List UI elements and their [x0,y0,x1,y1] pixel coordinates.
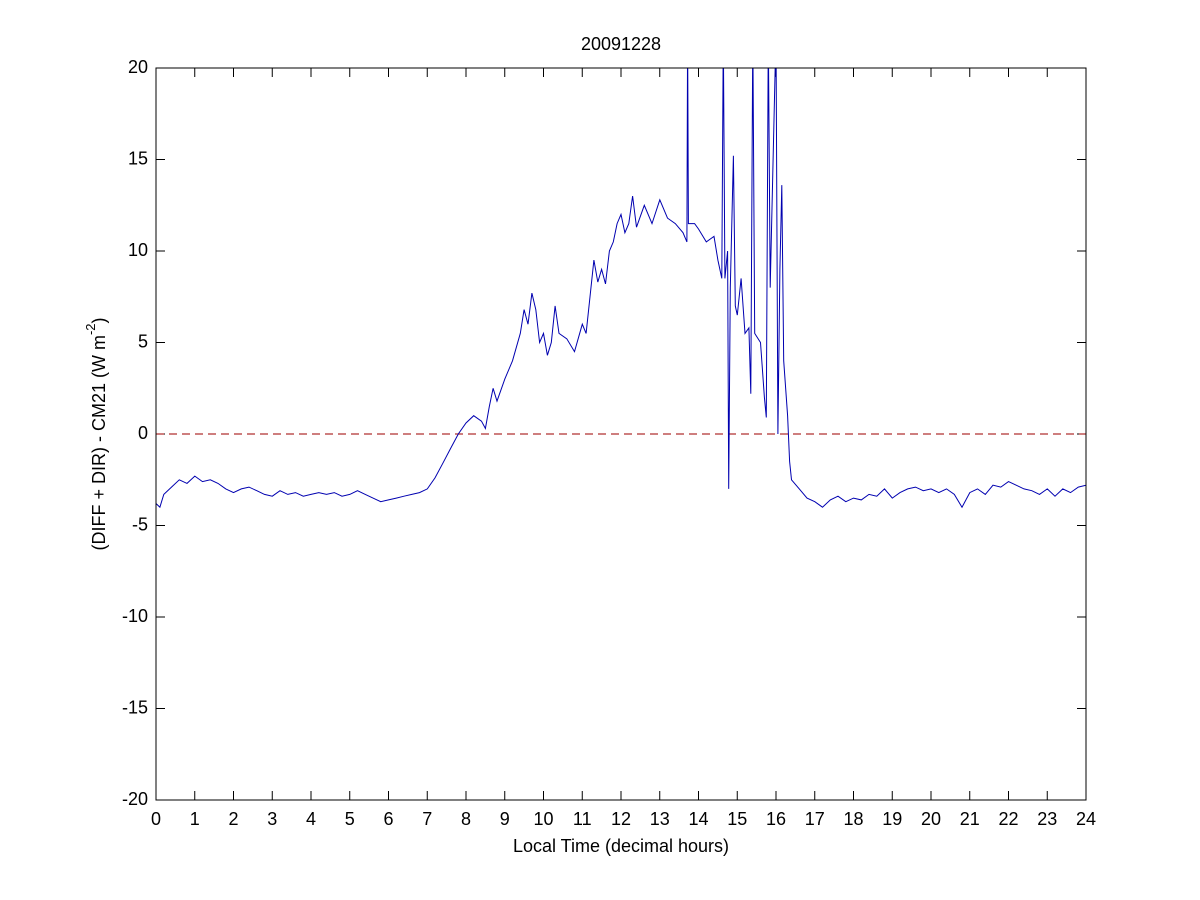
y-axis-label-end: ) [89,317,109,323]
x-tick-label: 7 [422,809,432,829]
y-tick-label: 0 [138,423,148,443]
y-tick-label: 5 [138,331,148,351]
x-tick-label: 21 [960,809,980,829]
x-tick-label: 20 [921,809,941,829]
x-tick-label: 18 [843,809,863,829]
x-tick-label: 13 [650,809,670,829]
y-axis-label-text: (DIFF + DIR) - CM21 (W m [89,335,109,550]
chart-title: 20091228 [581,34,661,54]
x-tick-label: 3 [267,809,277,829]
x-tick-label: 2 [228,809,238,829]
x-tick-label: 8 [461,809,471,829]
x-tick-label: 9 [500,809,510,829]
x-tick-label: 19 [882,809,902,829]
x-tick-label: 22 [998,809,1018,829]
x-tick-label: 23 [1037,809,1057,829]
plot-area [156,68,1086,800]
x-axis-label: Local Time (decimal hours) [513,836,729,856]
y-axis-label-superscript: -2 [83,323,98,335]
x-tick-label: 24 [1076,809,1096,829]
y-tick-label: 10 [128,240,148,260]
x-tick-label: 14 [688,809,708,829]
data-line [156,68,1086,509]
y-tick-label: -20 [122,789,148,809]
x-tick-label: 16 [766,809,786,829]
y-tick-label: 20 [128,57,148,77]
x-tick-label: 6 [383,809,393,829]
x-tick-label: 4 [306,809,316,829]
y-tick-label: -15 [122,697,148,717]
plot-frame [155,67,1087,801]
x-tick-label: 1 [190,809,200,829]
x-tick-label: 12 [611,809,631,829]
x-tick-label: 10 [533,809,553,829]
x-tick-label: 15 [727,809,747,829]
y-axis-label: (DIFF + DIR) - CM21 (W m-2) [83,317,108,550]
y-tick-label: 15 [128,148,148,168]
y-tick-label: -10 [122,606,148,626]
x-tick-label: 17 [805,809,825,829]
x-tick-label: 0 [151,809,161,829]
x-tick-label: 11 [573,809,592,829]
x-tick-label: 5 [345,809,355,829]
y-tick-label: -5 [132,514,148,534]
